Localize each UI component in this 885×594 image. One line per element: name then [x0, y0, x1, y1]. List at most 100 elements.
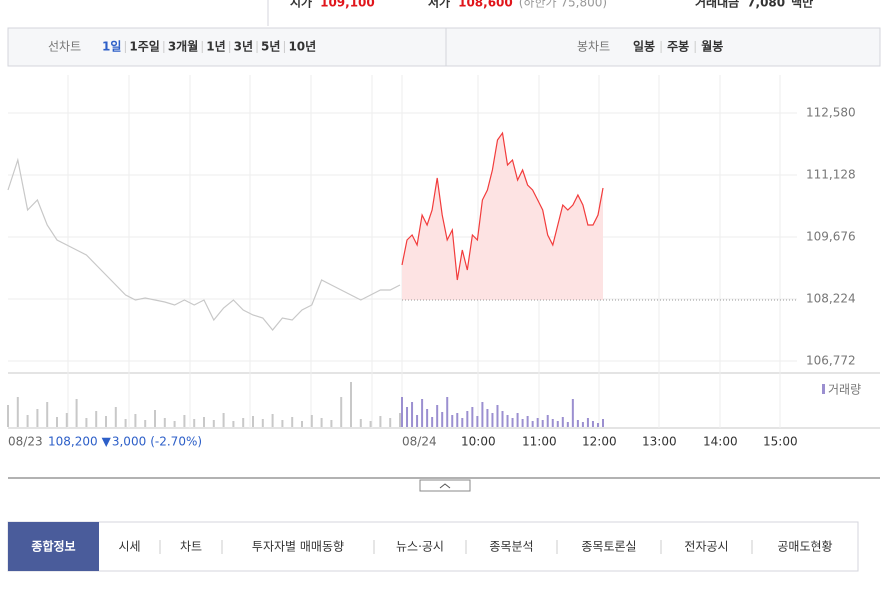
volume-bar [476, 416, 479, 427]
tab[interactable]: 전자공시 [684, 540, 728, 554]
volume-bar [456, 413, 459, 427]
volume-bar [310, 415, 313, 427]
volume-bar [571, 399, 574, 427]
x-tick-label: 11:00 [522, 435, 557, 449]
tab[interactable]: 종합정보 [31, 539, 75, 554]
volume-bar [369, 421, 372, 427]
volume-bar [16, 397, 19, 427]
volume-bar [350, 382, 352, 427]
volume-bar [411, 402, 414, 427]
volume-bar [496, 405, 499, 427]
volume-bar [399, 413, 401, 427]
header-label: 시가 [290, 0, 312, 10]
volume-bar [466, 411, 469, 427]
period-button[interactable]: 10년 [288, 40, 316, 54]
header-note: (하한가 75,800) [519, 0, 607, 10]
volume-bar [446, 397, 449, 427]
volume-bar [163, 418, 166, 427]
period-button[interactable]: 1일 [102, 40, 121, 54]
volume-bar [173, 421, 176, 427]
volume-bar [566, 422, 569, 427]
x-tick-label: 12:00 [582, 435, 617, 449]
volume-bar [340, 397, 343, 427]
volume-bar [536, 418, 539, 427]
volume-bar [95, 411, 98, 427]
volume-bar [481, 402, 484, 427]
toggle-button[interactable] [419, 479, 471, 492]
volume-bar [401, 397, 403, 427]
header-value: 109,100 [320, 0, 375, 10]
tab[interactable]: 뉴스·공시 [396, 540, 444, 554]
tab[interactable]: 공매도현황 [777, 540, 832, 554]
volume-bar [436, 405, 439, 427]
footer-arrow: ▼ [102, 435, 112, 449]
toolbar [7, 27, 881, 67]
volume-bar [596, 423, 599, 427]
volume-bar [46, 402, 49, 427]
volume-bar [193, 419, 196, 427]
period-button[interactable]: 3년 [234, 40, 253, 54]
volume-bar [491, 413, 494, 427]
volume-bar [105, 416, 107, 427]
volume-bar [556, 421, 559, 427]
volume-bar [330, 420, 333, 427]
period-button[interactable]: 일봉 [633, 40, 655, 54]
footer-change: 3,000 [112, 435, 146, 449]
header-label: 저가 [428, 0, 450, 10]
toolbar-label: 선차트 [48, 40, 81, 54]
x-tick-label: 10:00 [461, 435, 496, 449]
header-value: 108,600 [458, 0, 513, 10]
volume-bar [602, 419, 604, 427]
volume-bar [416, 415, 419, 427]
x-tick-label: 08/23 [8, 435, 43, 449]
x-tick-label: 13:00 [642, 435, 677, 449]
volume-bar [511, 418, 514, 427]
volume-bar [506, 415, 509, 427]
toolbar-label: 봉차트 [577, 40, 610, 54]
volume-bar [531, 421, 534, 427]
volume-bar [561, 417, 564, 427]
volume-bar [541, 420, 544, 427]
volume-bar [516, 413, 519, 427]
price-line [7, 157, 401, 331]
volume-bar [421, 399, 424, 427]
volume-bar [261, 419, 264, 427]
price-line [401, 131, 604, 281]
volume-bar [154, 410, 156, 427]
volume-bar [591, 421, 594, 427]
volume-bar [471, 407, 474, 427]
volume-bar [426, 409, 429, 427]
y-tick-label: 106,772 [806, 354, 856, 368]
volume-bar [501, 411, 504, 427]
volume-legend-swatch [822, 384, 825, 394]
volume-bar [526, 416, 529, 427]
tab[interactable]: 종목분석 [489, 540, 533, 554]
volume-bar [75, 399, 78, 427]
toggle-icon [439, 483, 451, 489]
period-button[interactable]: 1주일 [129, 40, 159, 54]
volume-bar [486, 409, 489, 427]
area [402, 133, 603, 301]
volume-bar [242, 418, 245, 427]
header-label: 거래대금 [695, 0, 739, 10]
volume-bar [36, 409, 39, 427]
tab[interactable]: 시세 [118, 540, 140, 554]
tab[interactable]: 투자자별 매매동향 [252, 540, 344, 554]
x-tick-label: 14:00 [703, 435, 738, 449]
tab[interactable]: 종목토론실 [581, 540, 636, 554]
period-button[interactable]: 1년 [206, 40, 225, 54]
period-button[interactable]: 주봉 [667, 40, 689, 54]
volume-bar [441, 412, 444, 427]
period-button[interactable]: 월봉 [701, 39, 723, 54]
period-button[interactable]: 3개월 [168, 39, 198, 54]
tab[interactable]: 차트 [180, 540, 202, 554]
volume-bar [291, 417, 294, 427]
period-button[interactable]: 5년 [261, 40, 280, 54]
volume-bar [232, 421, 235, 427]
y-tick-label: 112,580 [806, 106, 856, 120]
volume-bar [551, 419, 554, 427]
volume-bar [7, 405, 9, 427]
tab-active-bg [8, 522, 99, 571]
